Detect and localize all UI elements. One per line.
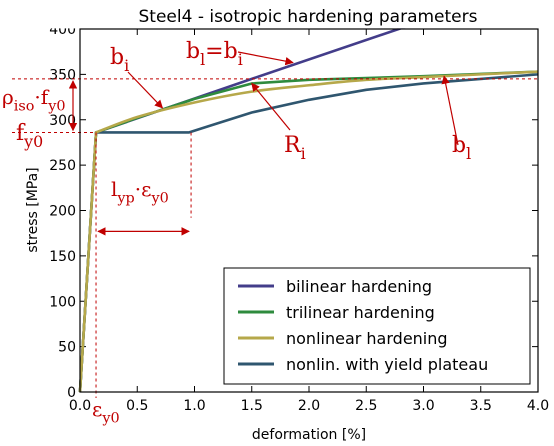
annotation-ey0: εy0: [92, 397, 120, 426]
y-tick-label: 250: [49, 158, 76, 174]
y-tick-label: 50: [58, 340, 76, 356]
legend-box: [223, 267, 531, 385]
series-line-nonlinear-hardening: [78, 70, 539, 393]
x-tick-label: 3.5: [470, 398, 492, 414]
x-tick-label: 2.0: [298, 398, 320, 414]
y-tick-label: 150: [49, 249, 76, 265]
plot-area: [79, 28, 539, 393]
annotation-lyp-ey0: lyp·εy0: [111, 177, 169, 206]
y-tick-label: 350: [49, 67, 76, 83]
x-tick-label: 2.5: [355, 398, 377, 414]
annotation-fy0: fy0: [16, 121, 43, 151]
legend-entry: nonlin. with yield plateau: [286, 355, 488, 374]
bl-bi-arrow: [237, 51, 294, 66]
top-mask: [0, 0, 554, 29]
y-axis-label: stress [MPa]: [25, 167, 41, 252]
axis-ticks: 0.0 0.5 1.0 1.5 2.0 2.5 3.0 3.5 4.0 0 50 100 150 200 2…: [49, 22, 549, 414]
x-axis-label: deformation [%]: [252, 427, 366, 443]
y-tick-label: 300: [49, 113, 76, 129]
x-tick-label: 3.0: [412, 398, 434, 414]
series-line-yield-plateau: [78, 73, 539, 393]
annotation-bl: bl: [452, 133, 471, 163]
legend-entry: nonlinear hardening: [286, 329, 448, 348]
y-tick-label: 200: [49, 204, 76, 220]
x-tick-label: 1.0: [183, 398, 205, 414]
annotation-layer: bl=bi bi ρiso·fy0 fy0 Ri bl lyp·εy0 εy0: [2, 39, 540, 426]
legend-entry: bilinear hardening: [286, 277, 432, 296]
bi-arrow: [127, 71, 164, 109]
x-tick-label: 1.5: [241, 398, 263, 414]
x-tick-label: 4.0: [527, 398, 549, 414]
ri-arrow: [251, 82, 291, 131]
legend-entry: trilinear hardening: [286, 303, 435, 322]
annotation-bl-equals-bi: bl=bi: [186, 39, 243, 69]
x-tick-label: 0.0: [69, 398, 91, 414]
legend: bilinear hardening trilinear hardening non…: [223, 267, 531, 385]
series-layer: [0, 0, 554, 393]
bl-arrow: [441, 75, 459, 146]
y-tick-label: 0: [67, 385, 76, 401]
annotation-ri: Ri: [284, 133, 306, 163]
chart-title: Steel4 - isotropic hardening parameters: [139, 7, 478, 27]
x-tick-label: 0.5: [126, 398, 148, 414]
annotation-rho-iso-fy0: ρiso·fy0: [2, 85, 65, 114]
y-tick-label: 100: [49, 294, 76, 310]
annotation-bi: bi: [110, 45, 129, 75]
